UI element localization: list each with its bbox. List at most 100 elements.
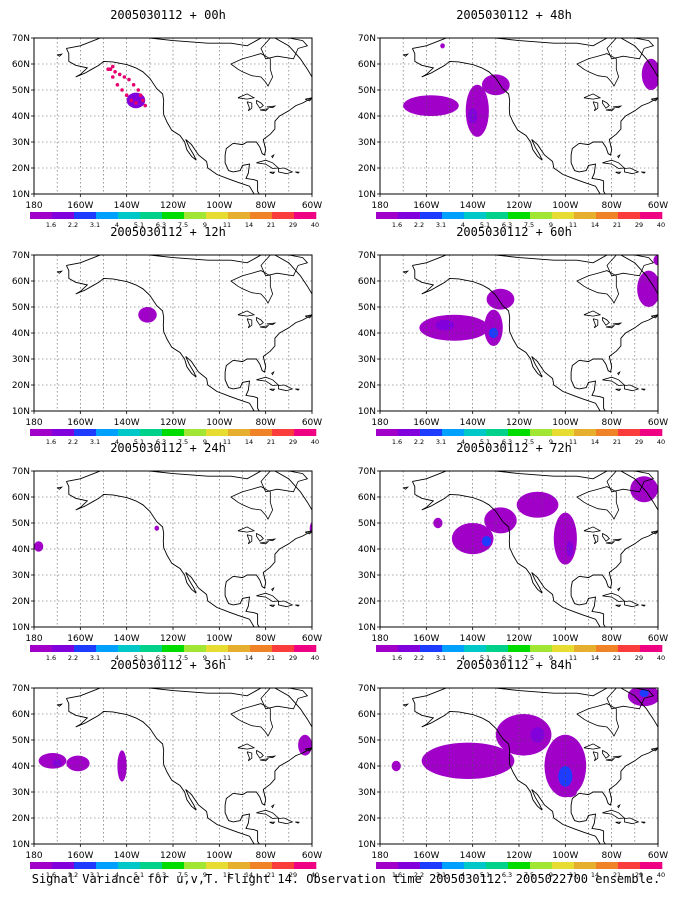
observation-dot bbox=[134, 101, 138, 105]
y-tick-label: 10N bbox=[12, 840, 30, 850]
colorbar-swatch bbox=[464, 212, 487, 219]
coastline bbox=[66, 471, 312, 627]
colorbar-swatch bbox=[398, 645, 421, 652]
colorbar-label: 21 bbox=[613, 438, 621, 446]
lake bbox=[583, 310, 602, 317]
island bbox=[606, 471, 655, 493]
x-tick-label: 120W bbox=[160, 201, 186, 211]
map-panel: 2005030112 + 60h 70N 60N 50N 40N 30N 20N 10N 180… bbox=[354, 225, 674, 446]
colorbar-swatch bbox=[530, 429, 553, 436]
observation-dot bbox=[106, 67, 110, 71]
island bbox=[278, 817, 294, 825]
variance-region bbox=[66, 755, 90, 772]
colorbar-label: 3.1 bbox=[90, 654, 100, 662]
x-tick-label: 140W bbox=[114, 418, 140, 428]
panel-title: 2005030112 + 36h bbox=[110, 658, 226, 672]
colorbar-label: 1.6 bbox=[392, 438, 402, 446]
island bbox=[641, 388, 646, 391]
colorbar-swatch bbox=[574, 645, 597, 652]
colorbar-label: 1.6 bbox=[392, 871, 402, 879]
colorbar-swatch bbox=[294, 645, 317, 652]
island bbox=[641, 604, 646, 607]
lake bbox=[237, 743, 256, 750]
colorbar-label: 14 bbox=[245, 871, 253, 879]
colorbar-swatch bbox=[250, 862, 273, 869]
island bbox=[304, 97, 312, 102]
island bbox=[295, 604, 300, 607]
x-tick-label: 160W bbox=[413, 634, 439, 644]
coastline bbox=[66, 255, 312, 411]
colorbar-label: 1.6 bbox=[46, 871, 56, 879]
colorbar-label: 14 bbox=[591, 438, 599, 446]
island bbox=[260, 688, 309, 710]
map-panel: 2005030112 + 24h 70N 60N 50N 40N 30N 20N 10N 180… bbox=[8, 441, 328, 662]
x-tick-label: 180 bbox=[25, 851, 42, 861]
colorbar-label: 4 bbox=[461, 221, 465, 229]
y-tick-label: 60N bbox=[358, 60, 376, 70]
x-tick-label: 120W bbox=[160, 851, 186, 861]
coastline bbox=[65, 265, 256, 411]
coastline bbox=[412, 471, 658, 627]
colorbar-label: 2.2 bbox=[68, 438, 78, 446]
island bbox=[650, 314, 658, 319]
coastline bbox=[411, 48, 602, 194]
x-tick-label: 180 bbox=[371, 634, 388, 644]
x-tick-label: 80W bbox=[601, 201, 621, 211]
colorbar-swatch bbox=[140, 429, 163, 436]
plot-area bbox=[380, 255, 658, 411]
colorbar-swatch bbox=[376, 212, 399, 219]
variance-core bbox=[530, 727, 545, 743]
map-panel: 2005030112 + 72h 70N 60N 50N 40N 30N 20N 10N 180… bbox=[354, 441, 674, 662]
panel-title: 2005030112 + 72h bbox=[456, 441, 572, 455]
y-tick-label: 60N bbox=[12, 277, 30, 287]
colorbar-label: 21 bbox=[267, 438, 275, 446]
island bbox=[57, 53, 64, 57]
x-tick-label: 120W bbox=[506, 418, 532, 428]
colorbar-swatch bbox=[96, 862, 119, 869]
plot-area bbox=[34, 255, 312, 411]
colorbar-label: 7.5 bbox=[178, 438, 188, 446]
colorbar-swatch bbox=[30, 645, 53, 652]
colorbar-swatch bbox=[96, 212, 119, 219]
y-tick-label: 50N bbox=[12, 86, 30, 96]
colorbar-swatch bbox=[272, 862, 295, 869]
colorbar-label: 9 bbox=[549, 871, 553, 879]
variance-region bbox=[403, 95, 459, 116]
colorbar-swatch bbox=[118, 862, 141, 869]
island bbox=[313, 86, 328, 98]
island bbox=[657, 475, 658, 492]
colorbar-swatch bbox=[184, 645, 207, 652]
x-tick-label: 120W bbox=[506, 851, 532, 861]
colorbar-label: 21 bbox=[613, 871, 621, 879]
colorbar-label: 5.1 bbox=[134, 654, 144, 662]
y-tick-label: 10N bbox=[358, 407, 376, 417]
colorbar-swatch bbox=[118, 429, 141, 436]
colorbar-label: 40 bbox=[311, 871, 319, 879]
y-tick-label: 40N bbox=[12, 762, 30, 772]
colorbar-swatch bbox=[294, 212, 317, 219]
coastline bbox=[411, 481, 602, 627]
x-tick-label: 100W bbox=[206, 851, 232, 861]
island bbox=[304, 530, 312, 535]
y-tick-label: 50N bbox=[358, 519, 376, 529]
observation-dot bbox=[120, 88, 124, 92]
lake bbox=[256, 317, 264, 326]
island bbox=[304, 747, 312, 752]
colorbar-label: 4 bbox=[461, 871, 465, 879]
island bbox=[260, 255, 309, 277]
colorbar-label: 11 bbox=[569, 221, 577, 229]
lake bbox=[602, 533, 610, 542]
island bbox=[256, 592, 280, 602]
island bbox=[403, 703, 410, 707]
y-tick-label: 70N bbox=[358, 467, 376, 477]
island bbox=[657, 259, 658, 276]
island bbox=[295, 388, 300, 391]
colorbar-swatch bbox=[486, 645, 509, 652]
map-panel: 2005030112 + 12h 70N 60N 50N 40N 30N 20N 10N 180… bbox=[8, 225, 328, 446]
coastline bbox=[66, 688, 312, 844]
plot-area bbox=[380, 471, 658, 627]
colorbar-swatch bbox=[184, 212, 207, 219]
colorbar-swatch bbox=[442, 429, 465, 436]
colorbar-label: 14 bbox=[591, 654, 599, 662]
y-tick-label: 20N bbox=[12, 814, 30, 824]
